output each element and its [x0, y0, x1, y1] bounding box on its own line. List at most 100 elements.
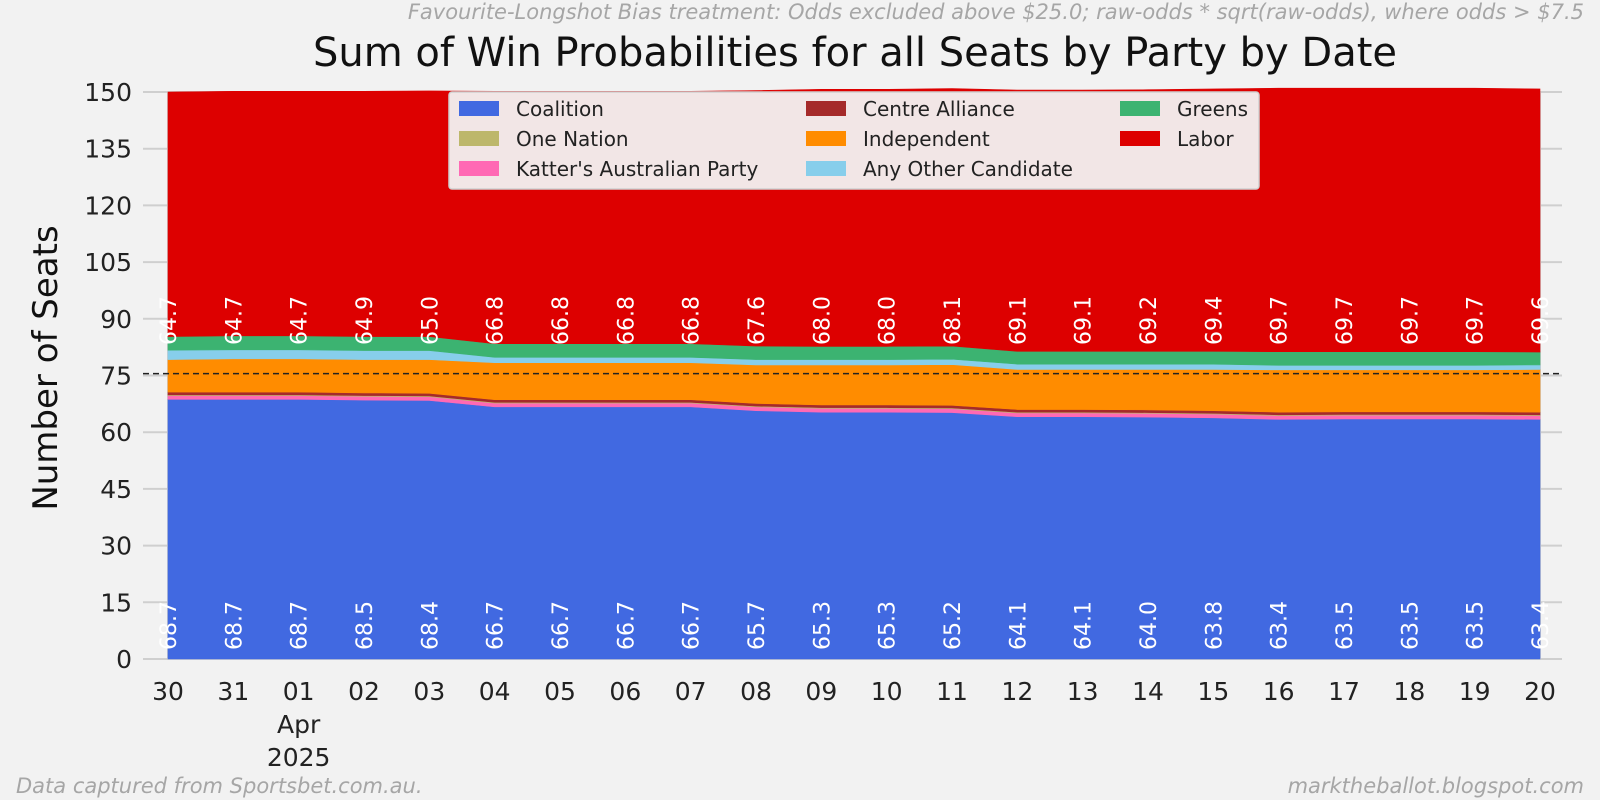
coalition-value-label: 65.2	[941, 601, 966, 650]
legend-label-centre-alliance: Centre Alliance	[863, 97, 1015, 121]
legend-swatch-labor	[1120, 131, 1160, 146]
x-tick-label: 15	[1197, 677, 1229, 706]
labor-value-label: 69.1	[1006, 296, 1031, 345]
legend-swatch-coalition	[459, 101, 499, 116]
y-tick-label: 30	[100, 532, 132, 561]
labor-value-label: 64.7	[222, 296, 247, 345]
x-tick-label: 19	[1459, 677, 1491, 706]
x-tick-label: 02	[348, 677, 380, 706]
coalition-value-label: 68.7	[222, 601, 247, 650]
legend-swatch-one-nation	[459, 131, 499, 146]
coalition-value-label: 66.7	[484, 601, 509, 650]
coalition-value-label: 68.4	[418, 601, 443, 650]
footer-source: Data captured from Sportsbet.com.au.	[16, 774, 423, 798]
labor-value-label: 69.1	[1072, 296, 1097, 345]
value-labels: 68.7 64.7 68.7 64.7 68.7 64.7 68.5 64.9 68.4 65.0…	[157, 296, 1554, 650]
coalition-value-label: 68.5	[353, 601, 378, 650]
y-tick-label: 150	[84, 78, 132, 107]
legend-swatch-greens	[1120, 101, 1160, 116]
legend-label-greens: Greens	[1177, 97, 1248, 121]
x-tick-label: 30	[152, 677, 184, 706]
coalition-value-label: 64.1	[1006, 601, 1031, 650]
labor-value-label: 69.7	[1398, 296, 1423, 345]
x-tick-label: 01	[283, 677, 315, 706]
y-tick-label: 45	[100, 475, 132, 504]
legend-label-any-other-candidate: Any Other Candidate	[863, 157, 1073, 181]
labor-value-label: 66.8	[680, 296, 705, 345]
x-tick-label: 12	[1001, 677, 1033, 706]
chart-subtitle: Favourite-Longshot Bias treatment: Odds …	[408, 0, 1584, 24]
coalition-value-label: 63.5	[1464, 601, 1489, 650]
legend-label-independent: Independent	[863, 127, 990, 151]
x-tick-label: 03	[413, 677, 445, 706]
y-tick-label: 120	[84, 191, 132, 220]
y-tick-label: 15	[100, 588, 132, 617]
coalition-value-label: 65.3	[876, 601, 901, 650]
labor-value-label: 65.0	[418, 296, 443, 345]
coalition-value-label: 66.7	[614, 601, 639, 650]
labor-value-label: 68.1	[941, 296, 966, 345]
legend-box	[448, 91, 1260, 190]
x-tick-label: 31	[217, 677, 249, 706]
legend-label-coalition: Coalition	[516, 97, 604, 121]
coalition-value-label: 65.3	[810, 601, 835, 650]
legend-swatch-any-other-candidate	[806, 161, 846, 176]
coalition-value-label: 63.4	[1268, 601, 1293, 650]
labor-value-label: 68.0	[810, 296, 835, 345]
labor-value-label: 69.6	[1529, 296, 1554, 345]
y-tick-label: 0	[116, 645, 132, 674]
x-tick-year-label: 2025	[267, 743, 331, 772]
x-tick-label: 20	[1524, 677, 1556, 706]
labor-value-label: 64.7	[288, 296, 313, 345]
coalition-value-label: 68.7	[157, 601, 182, 650]
y-axis-label: Number of Seats	[26, 225, 66, 510]
x-tick-label: 17	[1328, 677, 1360, 706]
y-tick-label: 60	[100, 418, 132, 447]
coalition-value-label: 66.7	[549, 601, 574, 650]
labor-value-label: 66.8	[549, 296, 574, 345]
coalition-value-label: 63.5	[1333, 601, 1358, 650]
legend-swatch-independent	[806, 131, 846, 146]
labor-value-label: 68.0	[876, 296, 901, 345]
x-tick-label: 13	[1067, 677, 1099, 706]
labor-value-label: 64.7	[157, 296, 182, 345]
y-axis-ticks: 0 15 30 45 60 75 90 105 120 135 150	[84, 78, 132, 674]
labor-value-label: 66.8	[484, 296, 509, 345]
coalition-value-label: 66.7	[680, 601, 705, 650]
labor-value-label: 67.6	[745, 296, 770, 345]
coalition-value-label: 63.5	[1398, 601, 1423, 650]
legend-label-one-nation: One Nation	[516, 127, 629, 151]
x-tick-label: 06	[609, 677, 641, 706]
legend-swatch-katter-s-australian-party	[459, 161, 499, 176]
coalition-value-label: 64.1	[1072, 601, 1097, 650]
labor-value-label: 69.7	[1333, 296, 1358, 345]
x-tick-label: 04	[479, 677, 511, 706]
legend-swatch-centre-alliance	[806, 101, 846, 116]
y-tick-label: 75	[100, 362, 132, 391]
x-tick-label: 09	[805, 677, 837, 706]
x-axis-ticks: 30 31 01 02 03 04 05 06 07 08 09 10 11 12 13 14 15 16 17 18…	[152, 677, 1556, 772]
x-tick-label: 08	[740, 677, 772, 706]
x-tick-month-label: Apr	[277, 710, 321, 739]
x-tick-label: 14	[1132, 677, 1164, 706]
x-tick-label: 16	[1263, 677, 1295, 706]
legend-label-labor: Labor	[1177, 127, 1234, 151]
coalition-value-label: 63.8	[1202, 601, 1227, 650]
coalition-value-label: 65.7	[745, 601, 770, 650]
chart-title: Sum of Win Probabilities for all Seats b…	[313, 30, 1397, 76]
labor-value-label: 69.7	[1268, 296, 1293, 345]
x-tick-label: 05	[544, 677, 576, 706]
y-tick-label: 90	[100, 305, 132, 334]
labor-value-label: 66.8	[614, 296, 639, 345]
footer-website: marktheballot.blogspot.com	[1288, 774, 1584, 798]
y-tick-label: 135	[84, 135, 132, 164]
coalition-value-label: 68.7	[288, 601, 313, 650]
coalition-value-label: 63.4	[1529, 601, 1554, 650]
legend-label-katter-s-australian-party: Katter's Australian Party	[516, 157, 758, 181]
legend: Coalition Centre Alliance Greens One Nation…	[448, 91, 1260, 190]
x-tick-label: 18	[1393, 677, 1425, 706]
labor-value-label: 64.9	[353, 296, 378, 345]
coalition-value-label: 64.0	[1137, 601, 1162, 650]
labor-value-label: 69.2	[1137, 296, 1162, 345]
